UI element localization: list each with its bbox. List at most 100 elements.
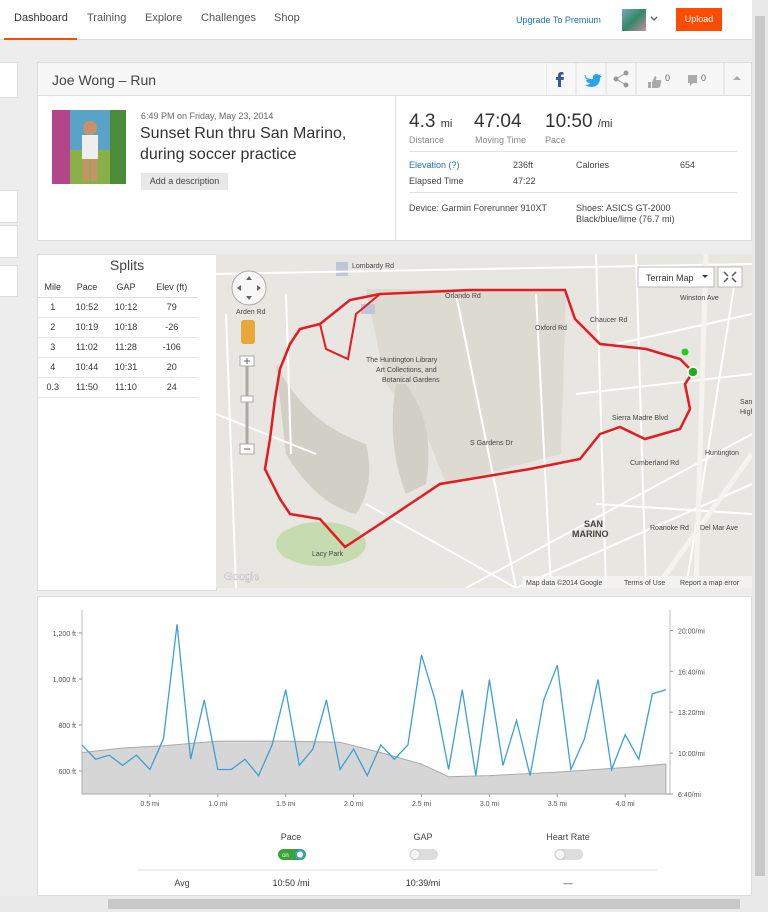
activity-date: 6:49 PM on Friday, May 23, 2014 [141,111,274,121]
active-underline [4,38,77,40]
y-tick-label: 1,200 ft [53,631,76,638]
map-label: Chaucer Rd [590,317,627,324]
scrollbar[interactable] [752,0,768,896]
toggle-text: on [282,853,289,859]
avatar[interactable] [622,9,646,31]
map-type-button[interactable]: Terrain Map [646,273,694,283]
elapsed-value: 47:22 [513,176,536,186]
splits-cell: -106 [162,342,181,352]
stat-number: 10:50 [545,111,593,132]
stat-label: Moving Time [475,135,527,145]
splits-header-row: Mile Pace GAP Elev (ft) [38,277,198,297]
stat-label: Pace [545,135,566,145]
splits-column-header: Elev (ft) [156,281,188,292]
splits-cell: 2 [50,322,56,332]
legend-label: Pace [281,832,302,842]
header-actions [546,62,741,96]
splits-column-header: Mile [44,281,61,292]
y2-tick-label: 10:00/mi [678,751,705,758]
add-description-button[interactable]: Add a description [141,173,228,190]
elevation-label[interactable]: Elevation (?) [409,160,460,170]
y2-tick-label: 20:00/mi [678,628,705,635]
splits-cell: 11:02 [76,342,98,352]
map-label: SAN [584,519,603,529]
stat-unit: /mi [597,118,613,130]
y-tick-label: 800 ft [58,723,76,730]
activity-heading: Joe Wong – Run [52,72,157,88]
calories-label: Calories [576,160,610,170]
map-label: Roanoke Rd [650,525,689,532]
elevation-area [81,740,667,795]
chevron[interactable] [650,16,658,22]
splits-table: Mile Pace GAP Elev (ft) 1 10:52 10:12 79 2 10:19 1… [38,277,198,398]
sidebar-tab[interactable] [0,62,18,98]
elapsed-label: Elapsed Time [409,176,464,186]
map-label: Arden Rd [236,309,266,316]
kudos-count[interactable]: 0 [665,73,671,83]
map-label: Art Collections, and [376,367,437,374]
activity-summary [37,95,752,241]
map-label: Winston Ave [680,295,719,302]
splits-cell: 10:31 [114,362,138,372]
stat-value: 4.3 mi [409,111,452,133]
nav-item[interactable]: Training [87,12,127,24]
splits-cell: 11:50 [76,382,98,392]
nav-item[interactable]: Explore [145,12,183,24]
map-label: Lacy Park [312,551,344,558]
sidebar-tab[interactable] [0,190,18,223]
splits-row: 0.3 11:50 11:10 24 [38,377,198,397]
map-label: Orlando Rd [445,293,481,300]
map-label: Huntington [705,450,739,457]
upload-button[interactable]: Upload [676,8,722,31]
route-map[interactable]: The Huntington Library Art Collections, a… [216,254,752,588]
x-tick-label: 3.0 mi [480,801,500,808]
splits-row: 2 10:19 10:18 -26 [38,317,198,337]
x-tick-label: 4.0 mi [616,801,636,808]
shoes: Shoes: ASICS GT-2000 [576,203,671,213]
y2-tick-label: 16:40/mi [678,669,705,676]
google-logo: Google [224,571,259,583]
x-tick-label: 2.0 mi [344,801,364,808]
calories-value: 654 [680,160,696,170]
splits-cell: 11:28 [115,342,137,352]
stat-number: 4.3 [409,111,436,132]
comment-count[interactable]: 0 [701,73,707,83]
upgrade-link[interactable]: Upgrade To Premium [516,15,601,25]
splits-panel: Splits Mile Pace GAP Elev (ft) 1 10:52 10:12 79… [37,254,217,591]
toggle-knob [409,849,421,860]
elevation-pace-chart: 600 ft 800 ft 1,000 ft 1,200 ft 6:40/mi 10:00… [53,610,705,888]
y2-tick-label: 13:20/mi [678,710,705,717]
map-label: S Gardens Dr [470,440,513,447]
map-footer-link: Map data ©2014 Google [526,579,602,587]
scrollbar-h[interactable] [0,896,768,912]
toggle-knob [554,849,566,860]
stat-unit: mi [440,118,453,130]
sidebar-tab[interactable] [0,265,18,297]
nav-item[interactable]: Challenges [201,12,257,24]
avg-label: Avg [174,878,189,888]
activity-photo [52,110,126,184]
splits-cell: 10:18 [114,322,138,332]
device: Device: Garmin Forerunner 910XT [409,203,548,213]
nav-item[interactable]: Dashboard [14,12,68,24]
splits-column-header: GAP [116,281,136,292]
splits-cell: 20 [166,362,177,372]
divider [395,96,396,240]
avg-value: 10:39/mi [406,878,441,888]
legend-label: GAP [413,832,432,842]
activity-header [37,62,752,96]
map-footer-link: Report a map error [680,580,740,587]
splits-row: 1 10:52 10:12 79 [38,297,198,317]
x-tick-label: 2.5 mi [412,801,432,808]
y-tick-label: 600 ft [58,769,76,776]
map-label: The Huntington Library [366,357,438,364]
x-tick-label: 1.5 mi [276,801,296,808]
sidebar-tab[interactable] [0,225,18,258]
x-tick-label: 1.0 mi [208,801,228,808]
nav-item[interactable]: Shop [274,12,300,24]
splits-column-header: Pace [76,281,98,292]
stat-label: Distance [409,135,445,145]
map-label: Oxford Rd [535,325,567,332]
splits-cell: -26 [165,322,179,332]
